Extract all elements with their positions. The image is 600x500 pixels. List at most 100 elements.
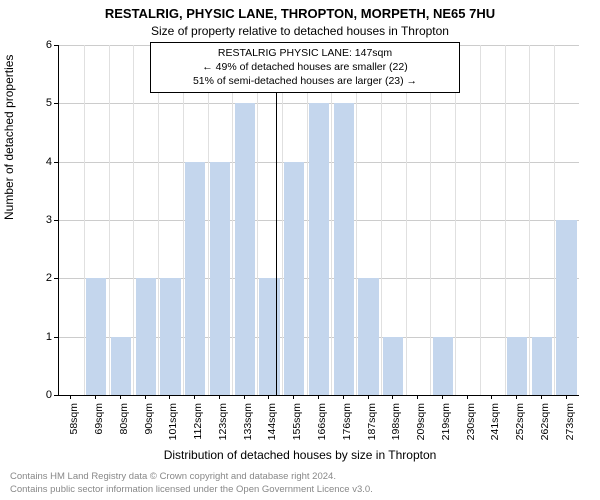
grid-line-v bbox=[381, 45, 382, 395]
grid-line-v bbox=[356, 45, 357, 395]
xtick-mark bbox=[417, 395, 418, 399]
ytick-label: 4 bbox=[32, 156, 52, 168]
grid-line-v bbox=[232, 45, 233, 395]
ytick-mark bbox=[54, 395, 58, 396]
xtick-label: 219sqm bbox=[440, 403, 452, 447]
ytick-label: 6 bbox=[32, 39, 52, 51]
grid-line-v bbox=[183, 45, 184, 395]
ytick-label: 5 bbox=[32, 97, 52, 109]
info-line-3: 51% of semi-detached houses are larger (… bbox=[155, 74, 455, 88]
xtick-mark bbox=[516, 395, 517, 399]
plot-area bbox=[58, 45, 579, 396]
y-axis-label: Number of detached properties bbox=[2, 55, 16, 220]
grid-line-v bbox=[158, 45, 159, 395]
xtick-label: 112sqm bbox=[192, 403, 204, 447]
bar bbox=[160, 278, 180, 395]
xtick-label: 80sqm bbox=[118, 403, 130, 447]
xtick-label: 198sqm bbox=[390, 403, 402, 447]
ytick-mark bbox=[54, 162, 58, 163]
xtick-label: 155sqm bbox=[291, 403, 303, 447]
bar bbox=[556, 220, 576, 395]
bar bbox=[334, 103, 354, 395]
grid-line-v bbox=[430, 45, 431, 395]
bar bbox=[309, 103, 329, 395]
grid-line-v bbox=[480, 45, 481, 395]
grid-line-v bbox=[257, 45, 258, 395]
ytick-mark bbox=[54, 220, 58, 221]
xtick-label: 176sqm bbox=[341, 403, 353, 447]
bar bbox=[532, 337, 552, 395]
info-line-1: RESTALRIG PHYSIC LANE: 147sqm bbox=[155, 46, 455, 60]
xtick-mark bbox=[145, 395, 146, 399]
footer-line-1: Contains HM Land Registry data © Crown c… bbox=[10, 471, 373, 483]
xtick-mark bbox=[392, 395, 393, 399]
xtick-mark bbox=[343, 395, 344, 399]
bar bbox=[185, 162, 205, 395]
grid-line-v bbox=[109, 45, 110, 395]
chart-container: RESTALRIG, PHYSIC LANE, THROPTON, MORPET… bbox=[0, 0, 600, 500]
ytick-mark bbox=[54, 337, 58, 338]
xtick-mark bbox=[467, 395, 468, 399]
bar bbox=[358, 278, 378, 395]
xtick-label: 209sqm bbox=[415, 403, 427, 447]
xtick-mark bbox=[268, 395, 269, 399]
xtick-mark bbox=[318, 395, 319, 399]
grid-line-v bbox=[208, 45, 209, 395]
xtick-label: 273sqm bbox=[564, 403, 576, 447]
bar bbox=[507, 337, 527, 395]
bar bbox=[210, 162, 230, 395]
ytick-label: 3 bbox=[32, 214, 52, 226]
bar bbox=[284, 162, 304, 395]
xtick-mark bbox=[293, 395, 294, 399]
xtick-label: 123sqm bbox=[217, 403, 229, 447]
info-box: RESTALRIG PHYSIC LANE: 147sqm ← 49% of d… bbox=[150, 42, 460, 93]
grid-line-v bbox=[406, 45, 407, 395]
xtick-label: 187sqm bbox=[366, 403, 378, 447]
xtick-label: 69sqm bbox=[93, 403, 105, 447]
grid-line-v bbox=[554, 45, 555, 395]
xtick-label: 90sqm bbox=[143, 403, 155, 447]
grid-line-v bbox=[84, 45, 85, 395]
xtick-label: 230sqm bbox=[465, 403, 477, 447]
xtick-mark bbox=[368, 395, 369, 399]
grid-line-v bbox=[331, 45, 332, 395]
xtick-label: 133sqm bbox=[242, 403, 254, 447]
xtick-mark bbox=[541, 395, 542, 399]
xtick-mark bbox=[70, 395, 71, 399]
bar bbox=[235, 103, 255, 395]
xtick-mark bbox=[491, 395, 492, 399]
bar bbox=[383, 337, 403, 395]
xtick-mark bbox=[169, 395, 170, 399]
grid-line-v bbox=[505, 45, 506, 395]
xtick-mark bbox=[120, 395, 121, 399]
ytick-label: 0 bbox=[32, 389, 52, 401]
xtick-mark bbox=[219, 395, 220, 399]
chart-title: RESTALRIG, PHYSIC LANE, THROPTON, MORPET… bbox=[0, 6, 600, 21]
bar bbox=[86, 278, 106, 395]
xtick-label: 262sqm bbox=[539, 403, 551, 447]
xtick-mark bbox=[95, 395, 96, 399]
bar bbox=[111, 337, 131, 395]
grid-line-v bbox=[307, 45, 308, 395]
ytick-mark bbox=[54, 278, 58, 279]
ytick-mark bbox=[54, 45, 58, 46]
grid-line-v bbox=[455, 45, 456, 395]
xtick-label: 101sqm bbox=[167, 403, 179, 447]
xtick-mark bbox=[566, 395, 567, 399]
bar bbox=[433, 337, 453, 395]
xtick-label: 166sqm bbox=[316, 403, 328, 447]
reference-line bbox=[276, 45, 277, 395]
grid-line-v bbox=[133, 45, 134, 395]
xtick-label: 252sqm bbox=[514, 403, 526, 447]
xtick-label: 144sqm bbox=[266, 403, 278, 447]
ytick-label: 2 bbox=[32, 272, 52, 284]
footer-text: Contains HM Land Registry data © Crown c… bbox=[10, 471, 373, 496]
xtick-label: 241sqm bbox=[489, 403, 501, 447]
bar bbox=[136, 278, 156, 395]
xtick-mark bbox=[194, 395, 195, 399]
footer-line-2: Contains public sector information licen… bbox=[10, 484, 373, 496]
grid-line-v bbox=[282, 45, 283, 395]
xtick-label: 58sqm bbox=[68, 403, 80, 447]
ytick-mark bbox=[54, 103, 58, 104]
ytick-label: 1 bbox=[32, 331, 52, 343]
